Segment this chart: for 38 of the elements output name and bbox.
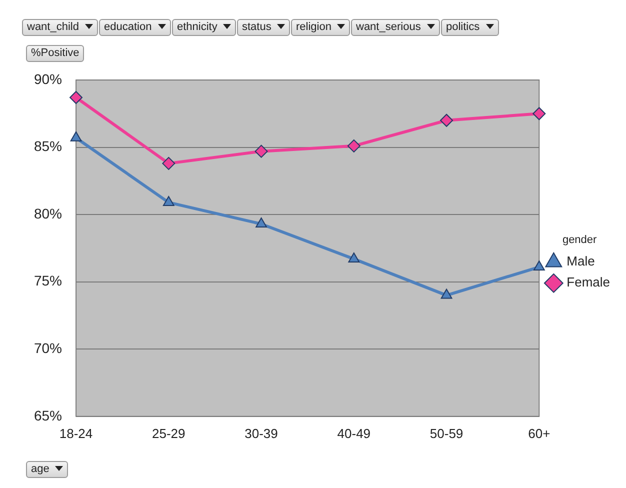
y-tick-label: 70% <box>34 340 62 356</box>
legend-label: Male <box>566 254 595 269</box>
y-tick-label: 80% <box>34 205 62 222</box>
point <box>162 196 174 206</box>
y-tick-label: 75% <box>34 272 62 289</box>
point <box>347 139 360 152</box>
field-button: age <box>26 461 68 478</box>
x-tick-label: 60+ <box>528 426 550 441</box>
y-tick-label: 85% <box>34 138 62 154</box>
x-tick-label: 50-59 <box>430 426 464 441</box>
y-tick-label: 90% <box>34 70 62 87</box>
point <box>532 107 546 120</box>
y-tick-label: 65% <box>34 407 62 424</box>
filter-button: education <box>99 19 171 36</box>
x-tick-label: 18-24 <box>59 426 93 441</box>
filter-button: want_child <box>22 19 98 36</box>
legend-title: gender <box>562 234 598 246</box>
point <box>162 156 176 170</box>
x-axis-title: age <box>31 463 50 475</box>
point <box>533 260 545 271</box>
field-button: %Positive <box>26 45 84 62</box>
filter-button: ethnicity <box>172 19 236 36</box>
point <box>348 252 360 262</box>
x-tick-label: 30-39 <box>244 426 278 441</box>
point <box>70 131 82 142</box>
point <box>256 217 267 228</box>
filter-button: want_serious <box>351 19 440 36</box>
point <box>440 288 452 299</box>
filter-button: religion <box>291 19 350 36</box>
point <box>440 114 454 127</box>
x-tick-label: 40-49 <box>337 426 371 441</box>
y-axis-title: %Positive <box>31 47 80 59</box>
legend-label: Female <box>566 274 610 290</box>
point <box>70 90 83 104</box>
point <box>254 144 268 158</box>
filter-button: politics <box>441 19 499 36</box>
x-tick-label: 25-29 <box>152 426 186 441</box>
filter-button: status <box>237 19 290 36</box>
